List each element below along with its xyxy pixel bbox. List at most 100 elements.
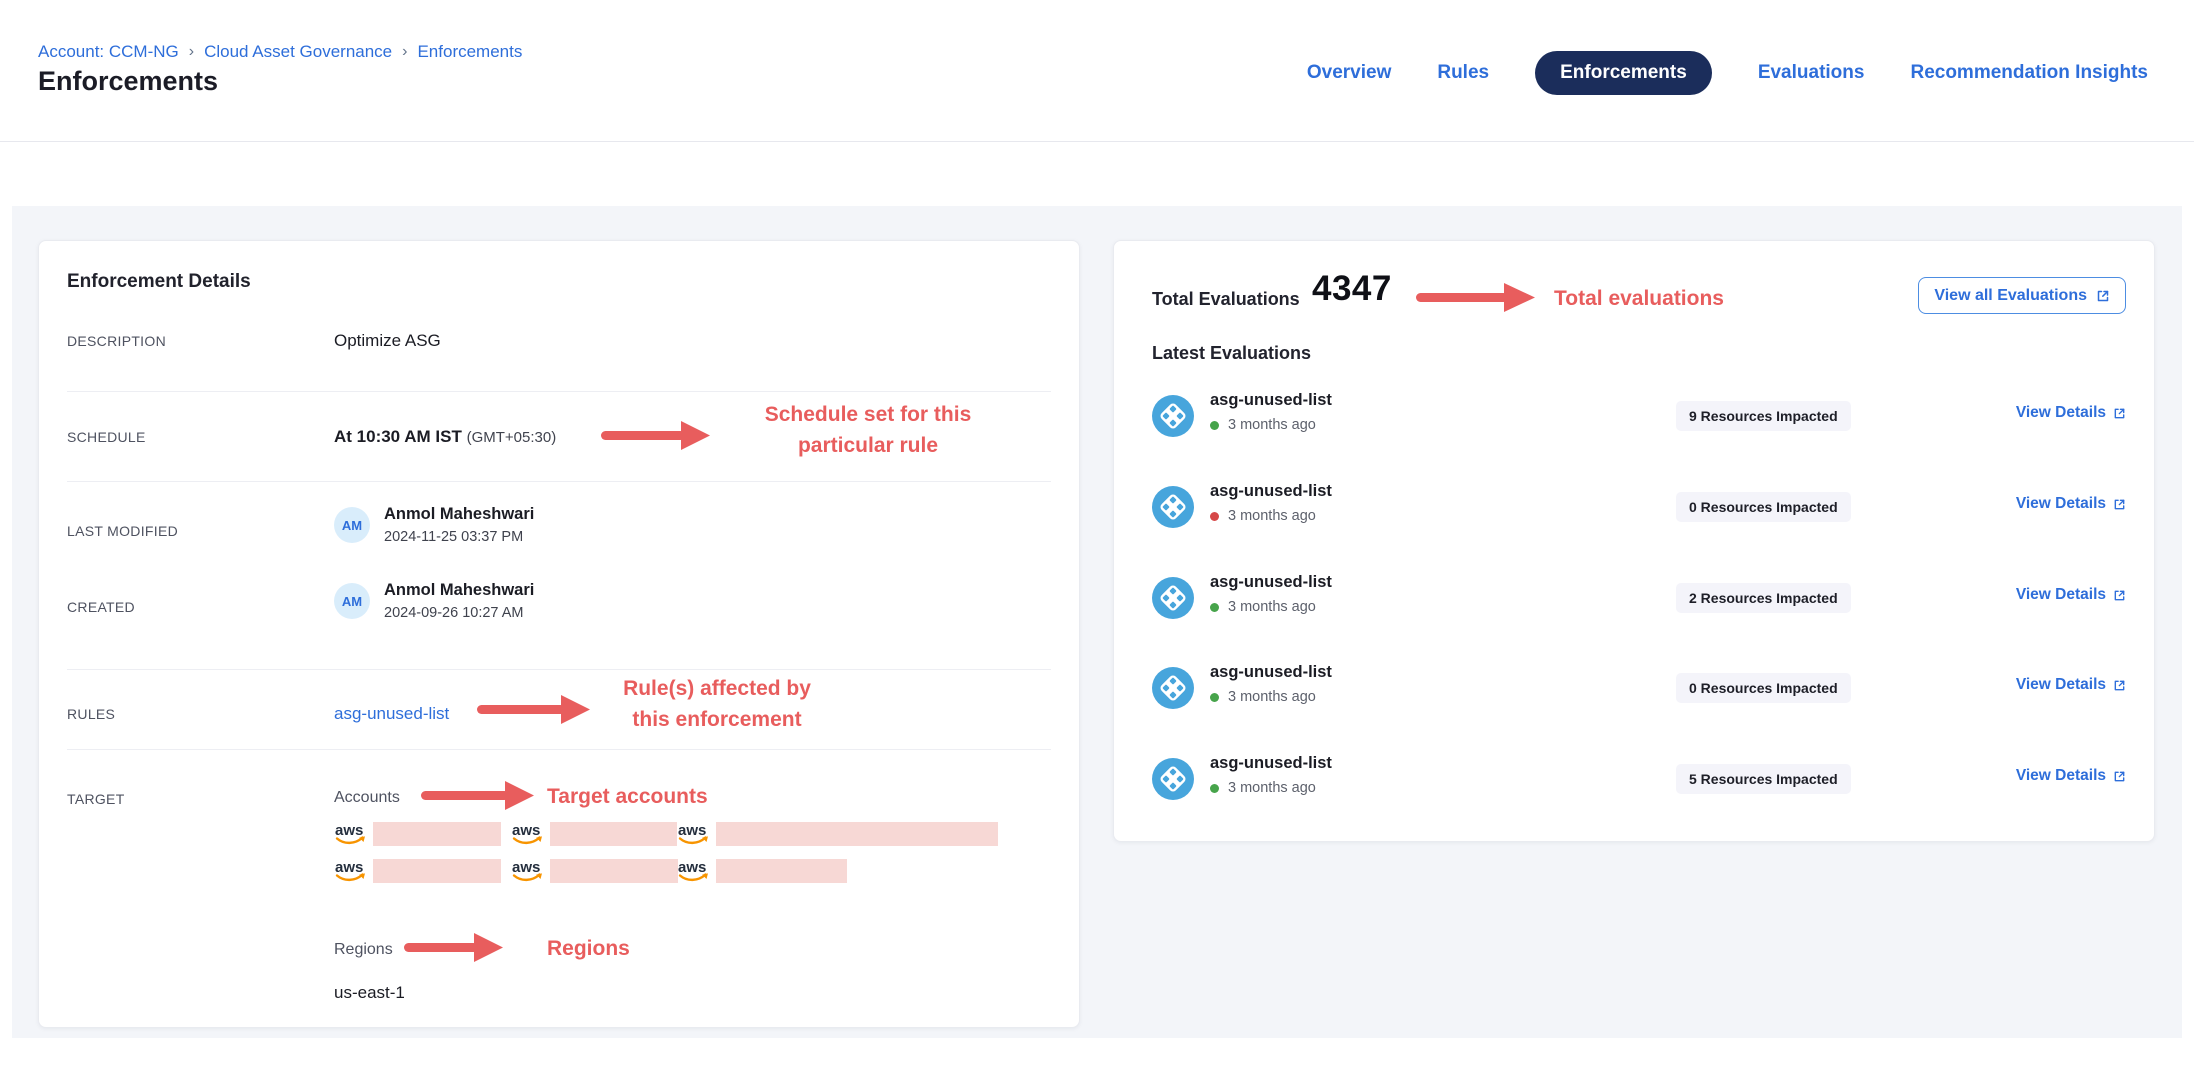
schedule-time: At 10:30 AM IST bbox=[334, 427, 462, 446]
svg-text:aws: aws bbox=[512, 822, 540, 839]
evaluation-rule-name: asg-unused-list bbox=[1210, 754, 1332, 772]
top-nav-tabs: Overview Rules Enforcements Evaluations … bbox=[1307, 50, 2148, 96]
redacted-account-id bbox=[550, 859, 678, 883]
aws-logo-icon: aws bbox=[512, 859, 542, 882]
evaluation-rule-name: asg-unused-list bbox=[1210, 573, 1332, 591]
redacted-account-id bbox=[373, 822, 501, 846]
region-value: us-east-1 bbox=[334, 983, 405, 1002]
aws-account-chip: aws bbox=[677, 858, 847, 884]
aws-account-chip: aws bbox=[511, 858, 678, 884]
breadcrumb-account[interactable]: Account: CCM-NG bbox=[38, 42, 179, 61]
rules-label: RULES bbox=[67, 706, 116, 722]
tab-rules[interactable]: Rules bbox=[1437, 62, 1490, 83]
status-dot bbox=[1210, 783, 1219, 793]
aws-logo-icon: aws bbox=[335, 822, 365, 845]
asg-rule-icon bbox=[1152, 395, 1194, 437]
tab-overview[interactable]: Overview bbox=[1306, 62, 1392, 83]
page-title: Enforcements bbox=[38, 66, 219, 96]
asg-rule-icon bbox=[1152, 667, 1194, 709]
svg-text:aws: aws bbox=[512, 859, 540, 876]
external-link-icon bbox=[2097, 290, 2109, 301]
annotation-arrow bbox=[601, 421, 710, 450]
evaluation-row: asg-unused-list 3 months ago 2 Resources… bbox=[1114, 573, 2154, 635]
created-label: CREATED bbox=[67, 599, 135, 615]
asg-rule-icon bbox=[1152, 577, 1194, 619]
divider bbox=[67, 669, 1051, 670]
card-title: Enforcement Details bbox=[67, 271, 251, 292]
avatar: AM bbox=[334, 583, 370, 619]
annotation-regions: Regions bbox=[547, 937, 630, 960]
avatar: AM bbox=[334, 507, 370, 543]
divider bbox=[67, 391, 1051, 392]
asg-rule-icon bbox=[1152, 758, 1194, 800]
external-link-icon bbox=[2114, 499, 2125, 509]
aws-account-chip: aws bbox=[677, 821, 998, 847]
last-modified-label: LAST MODIFIED bbox=[67, 523, 178, 539]
annotation-arrow bbox=[421, 781, 534, 810]
regions-label: Regions bbox=[334, 941, 393, 958]
evaluation-time: 3 months ago bbox=[1210, 689, 1316, 705]
breadcrumb-enforcements[interactable]: Enforcements bbox=[417, 42, 523, 61]
evaluation-rule-name: asg-unused-list bbox=[1210, 482, 1332, 500]
external-link-icon bbox=[2114, 590, 2125, 600]
view-details-link[interactable]: View Details bbox=[2016, 676, 2126, 694]
page-header: Account: CCM-NG › Cloud Asset Governance… bbox=[0, 0, 2194, 142]
status-dot bbox=[1210, 420, 1219, 430]
status-dot bbox=[1210, 692, 1219, 702]
annotation-accounts: Target accounts bbox=[547, 785, 708, 808]
accounts-label: Accounts bbox=[334, 789, 400, 806]
svg-text:aws: aws bbox=[678, 859, 706, 876]
aws-logo-icon: aws bbox=[678, 822, 708, 845]
external-link-icon bbox=[2114, 771, 2125, 781]
aws-account-chip: aws bbox=[334, 821, 501, 847]
annotation-arrow bbox=[1416, 283, 1535, 312]
aws-logo-icon: aws bbox=[335, 859, 365, 882]
view-all-evaluations-button[interactable]: View all Evaluations bbox=[1918, 277, 2126, 314]
enforcement-details-card: Enforcement Details DESCRIPTION Optimize… bbox=[38, 240, 1080, 1028]
created-name: Anmol Maheshwari bbox=[384, 581, 535, 599]
redacted-account-id bbox=[550, 822, 677, 846]
total-evaluations-value: 4347 bbox=[1312, 269, 1392, 308]
aws-account-chip: aws bbox=[334, 858, 501, 884]
divider bbox=[67, 749, 1051, 750]
external-link-icon bbox=[2114, 680, 2125, 690]
view-details-link[interactable]: View Details bbox=[2016, 767, 2126, 785]
tab-evaluations[interactable]: Evaluations bbox=[1757, 62, 1865, 83]
tab-recommendation-insights[interactable]: Recommendation Insights bbox=[1910, 62, 2148, 83]
chevron-right-icon: › bbox=[188, 43, 195, 60]
tab-enforcements[interactable]: Enforcements bbox=[1535, 51, 1712, 95]
view-all-evaluations-label: View all Evaluations bbox=[1934, 286, 2087, 304]
view-details-link[interactable]: View Details bbox=[2016, 586, 2126, 604]
description-value: Optimize ASG bbox=[334, 331, 441, 350]
resources-impacted-badge: 5 Resources Impacted bbox=[1676, 764, 1851, 794]
evaluation-row: asg-unused-list 3 months ago 5 Resources… bbox=[1114, 754, 2154, 816]
evaluation-time: 3 months ago bbox=[1210, 508, 1316, 524]
annotation-total-evaluations: Total evaluations bbox=[1554, 287, 1724, 310]
rule-link[interactable]: asg-unused-list bbox=[334, 704, 450, 723]
redacted-account-id bbox=[373, 859, 501, 883]
enforcement-toolbar: Demo Enforcement Disabled | DRY RUN Dry … bbox=[0, 142, 2194, 332]
aws-logo-icon: aws bbox=[678, 859, 708, 882]
divider bbox=[67, 481, 1051, 482]
status-dot bbox=[1210, 602, 1219, 612]
annotation-arrow bbox=[404, 933, 503, 962]
evaluation-rule-name: asg-unused-list bbox=[1210, 663, 1332, 681]
aws-logo-icon: aws bbox=[512, 822, 542, 845]
breadcrumb-cloud-asset-governance[interactable]: Cloud Asset Governance bbox=[204, 42, 393, 61]
annotation-rules: Rule(s) affected by this enforcement bbox=[623, 677, 811, 731]
last-modified-name: Anmol Maheshwari bbox=[384, 505, 535, 523]
target-label: TARGET bbox=[67, 791, 125, 807]
annotation-schedule: Schedule set for this particular rule bbox=[764, 403, 972, 457]
svg-text:aws: aws bbox=[678, 822, 706, 839]
evaluation-time: 3 months ago bbox=[1210, 780, 1316, 796]
view-details-link[interactable]: View Details bbox=[2016, 495, 2126, 513]
resources-impacted-badge: 0 Resources Impacted bbox=[1676, 492, 1851, 522]
breadcrumb: Account: CCM-NG › Cloud Asset Governance… bbox=[38, 42, 522, 62]
resources-impacted-badge: 9 Resources Impacted bbox=[1676, 401, 1851, 431]
evaluations-card: Total Evaluations 4347 Total evaluations… bbox=[1113, 240, 2155, 842]
view-details-link[interactable]: View Details bbox=[2016, 404, 2126, 422]
resources-impacted-badge: 0 Resources Impacted bbox=[1676, 673, 1851, 703]
evaluation-row: asg-unused-list 3 months ago 9 Resources… bbox=[1114, 391, 2154, 453]
redacted-account-id bbox=[716, 859, 847, 883]
